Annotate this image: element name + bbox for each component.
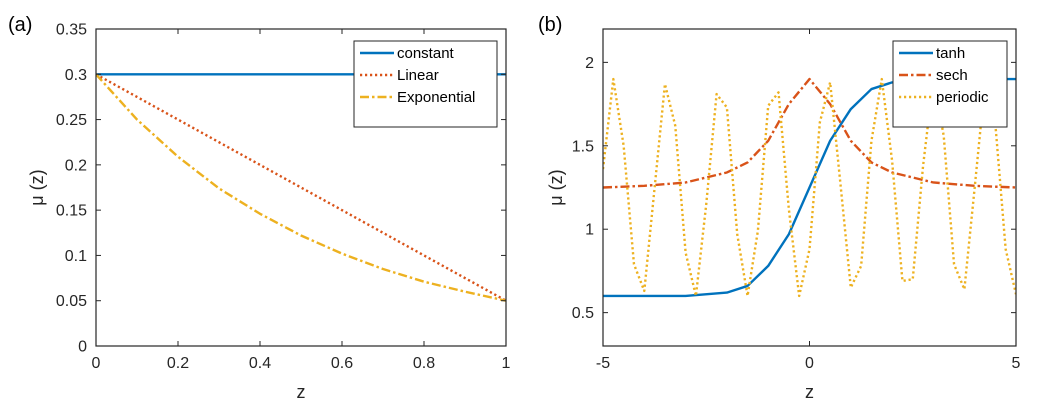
x-tick-label: 0.4 (249, 355, 271, 372)
y-tick-label: 0.25 (56, 112, 87, 129)
legend-label-sech: sech (936, 67, 968, 84)
y-axis-title: μ (z) (546, 169, 566, 205)
y-tick-label: 0.2 (65, 157, 87, 174)
y-tick-label: 1 (585, 222, 594, 239)
y-tick-label: 1.5 (572, 138, 594, 155)
legend-label-linear: Linear (397, 67, 439, 84)
x-tick-label: 0 (92, 355, 101, 372)
x-tick-label: 0.2 (167, 355, 189, 372)
y-tick-label: 0.5 (572, 305, 594, 322)
series-line-linear (96, 73, 506, 302)
series-line-periodic (603, 77, 1016, 298)
panel-b: (b) -5 0 5 0.5 1 1.5 2 z μ (z) tanh sech periodic (538, 14, 1021, 402)
y-tick-label: 0.35 (56, 22, 87, 39)
legend: tanh sech periodic (892, 40, 1008, 128)
x-tick-label: 5 (1012, 355, 1021, 372)
y-tick-label: 2 (585, 55, 594, 72)
y-axis-title: μ (z) (27, 169, 47, 205)
x-tick-label: 1 (502, 355, 511, 372)
series-line-sech (603, 77, 1016, 189)
legend-label-periodic: periodic (936, 89, 989, 106)
legend-box (353, 40, 498, 128)
x-tick-label: 0.6 (331, 355, 353, 372)
y-tick-label: 0.1 (65, 248, 87, 265)
legend-label-constant: constant (397, 45, 455, 62)
panel-label: (b) (538, 14, 562, 36)
panel-a: (a) 0 0.2 0.4 0.6 0.8 1 0 0.05 0.1 0.15 0.2 0.25 0.3 0… (8, 14, 511, 402)
y-tick-label: 0.05 (56, 293, 87, 310)
axes-box (95, 28, 507, 347)
x-tick-label: -5 (596, 355, 610, 372)
y-tick-label: 0.3 (65, 67, 87, 84)
legend: constant Linear Exponential (353, 40, 498, 128)
x-axis-title: z (297, 382, 306, 402)
series-line-exponential (96, 73, 506, 302)
x-tick-label: 0 (805, 355, 814, 372)
legend-label-exponential: Exponential (397, 89, 475, 106)
panel-label: (a) (8, 14, 32, 36)
x-tick-label: 0.8 (413, 355, 435, 372)
legend-box (892, 40, 1008, 128)
legend-label-tanh: tanh (936, 45, 965, 62)
y-tick-label: 0.15 (56, 203, 87, 220)
x-axis-title: z (805, 382, 814, 402)
y-tick-label: 0 (78, 339, 87, 356)
